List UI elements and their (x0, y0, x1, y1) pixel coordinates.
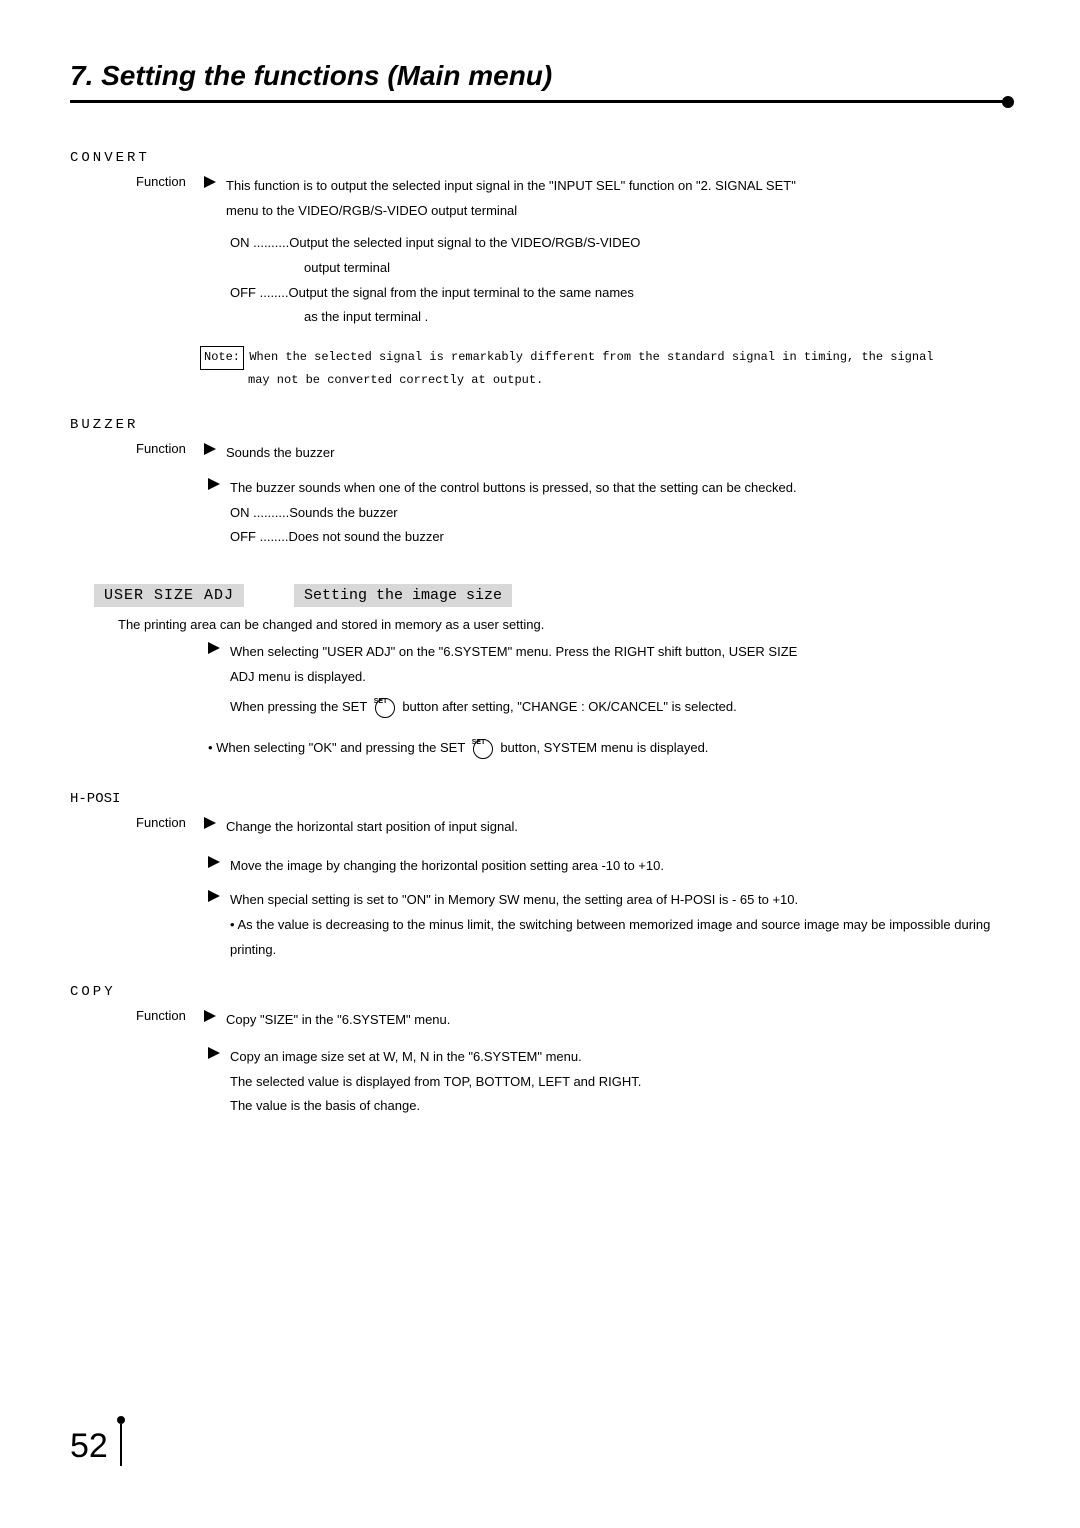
heading-buzzer: BUZZER (70, 417, 1010, 433)
on-label: ON .......... (230, 505, 289, 520)
on-text-2: output terminal (304, 256, 1010, 281)
arrow-icon (208, 890, 220, 902)
arrow-icon (204, 817, 216, 829)
set-button-icon: SET (473, 739, 493, 759)
heading-convert: CONVERT (70, 150, 1010, 166)
note-text-2: may not be converted correctly at output… (248, 370, 1010, 392)
arrow-icon (208, 478, 220, 490)
heading-hposi: H-POSI (70, 791, 1010, 807)
off-text: Does not sound the buzzer (289, 529, 444, 544)
copy-sub: Copy an image size set at W, M, N in the… (230, 1045, 1010, 1119)
section-convert: CONVERT Function This function is to out… (70, 150, 1010, 391)
convert-note: Note: When the selected signal is remark… (200, 346, 1010, 391)
page-dot (117, 1416, 125, 1424)
convert-options: ON .......... Output the selected input … (230, 231, 1010, 330)
user-size-step1: When selecting "USER ADJ" on the "6.SYST… (230, 640, 1010, 720)
arrow-icon (204, 176, 216, 188)
user-size-step2: • When selecting "OK" and pressing the S… (208, 736, 1010, 761)
page-rule (120, 1424, 122, 1466)
heading-copy: COPY (70, 984, 1010, 1000)
arrow-icon (208, 642, 220, 654)
off-text: Output the signal from the input termina… (289, 281, 634, 306)
page-number: 52 (70, 1427, 108, 1466)
hposi-desc: Change the horizontal start position of … (226, 815, 1010, 840)
function-label: Function (136, 815, 194, 830)
hposi-s2: When special setting is set to "ON" in M… (230, 888, 1010, 962)
on-label: ON .......... (230, 231, 289, 256)
buzzer-desc: Sounds the buzzer (226, 441, 1010, 466)
set-button-icon: SET (375, 698, 395, 718)
on-text: Sounds the buzzer (289, 505, 397, 520)
user-size-subtitle: Setting the image size (294, 584, 512, 607)
function-label: Function (136, 441, 194, 456)
chapter-title: 7. Setting the functions (Main menu) (70, 60, 1010, 92)
user-size-title: USER SIZE ADJ (94, 584, 244, 607)
section-buzzer: BUZZER Function Sounds the buzzer The bu… (70, 417, 1010, 550)
title-rule (70, 96, 1010, 110)
off-label: OFF ........ (230, 529, 289, 544)
user-size-intro: The printing area can be changed and sto… (118, 617, 1010, 632)
arrow-icon (204, 1010, 216, 1022)
function-label: Function (136, 174, 194, 189)
arrow-icon (204, 443, 216, 455)
off-text-2: as the input terminal . (304, 305, 1010, 330)
note-text-1: When the selected signal is remarkably d… (249, 350, 933, 364)
hposi-s1: Move the image by changing the horizonta… (230, 854, 1010, 879)
copy-desc: Copy "SIZE" in the "6.SYSTEM" menu. (226, 1008, 1010, 1033)
section-user-size: USER SIZE ADJ Setting the image size The… (70, 584, 1010, 761)
on-text: Output the selected input signal to the … (289, 231, 640, 256)
arrow-icon (208, 856, 220, 868)
note-label-box: Note: (200, 346, 244, 370)
section-copy: COPY Function Copy "SIZE" in the "6.SYST… (70, 984, 1010, 1119)
function-label: Function (136, 1008, 194, 1023)
buzzer-sub: The buzzer sounds when one of the contro… (230, 476, 1010, 550)
arrow-icon (208, 1047, 220, 1059)
convert-desc: This function is to output the selected … (226, 174, 1010, 223)
off-label: OFF ........ (230, 281, 289, 306)
section-hposi: H-POSI Function Change the horizontal st… (70, 791, 1010, 962)
